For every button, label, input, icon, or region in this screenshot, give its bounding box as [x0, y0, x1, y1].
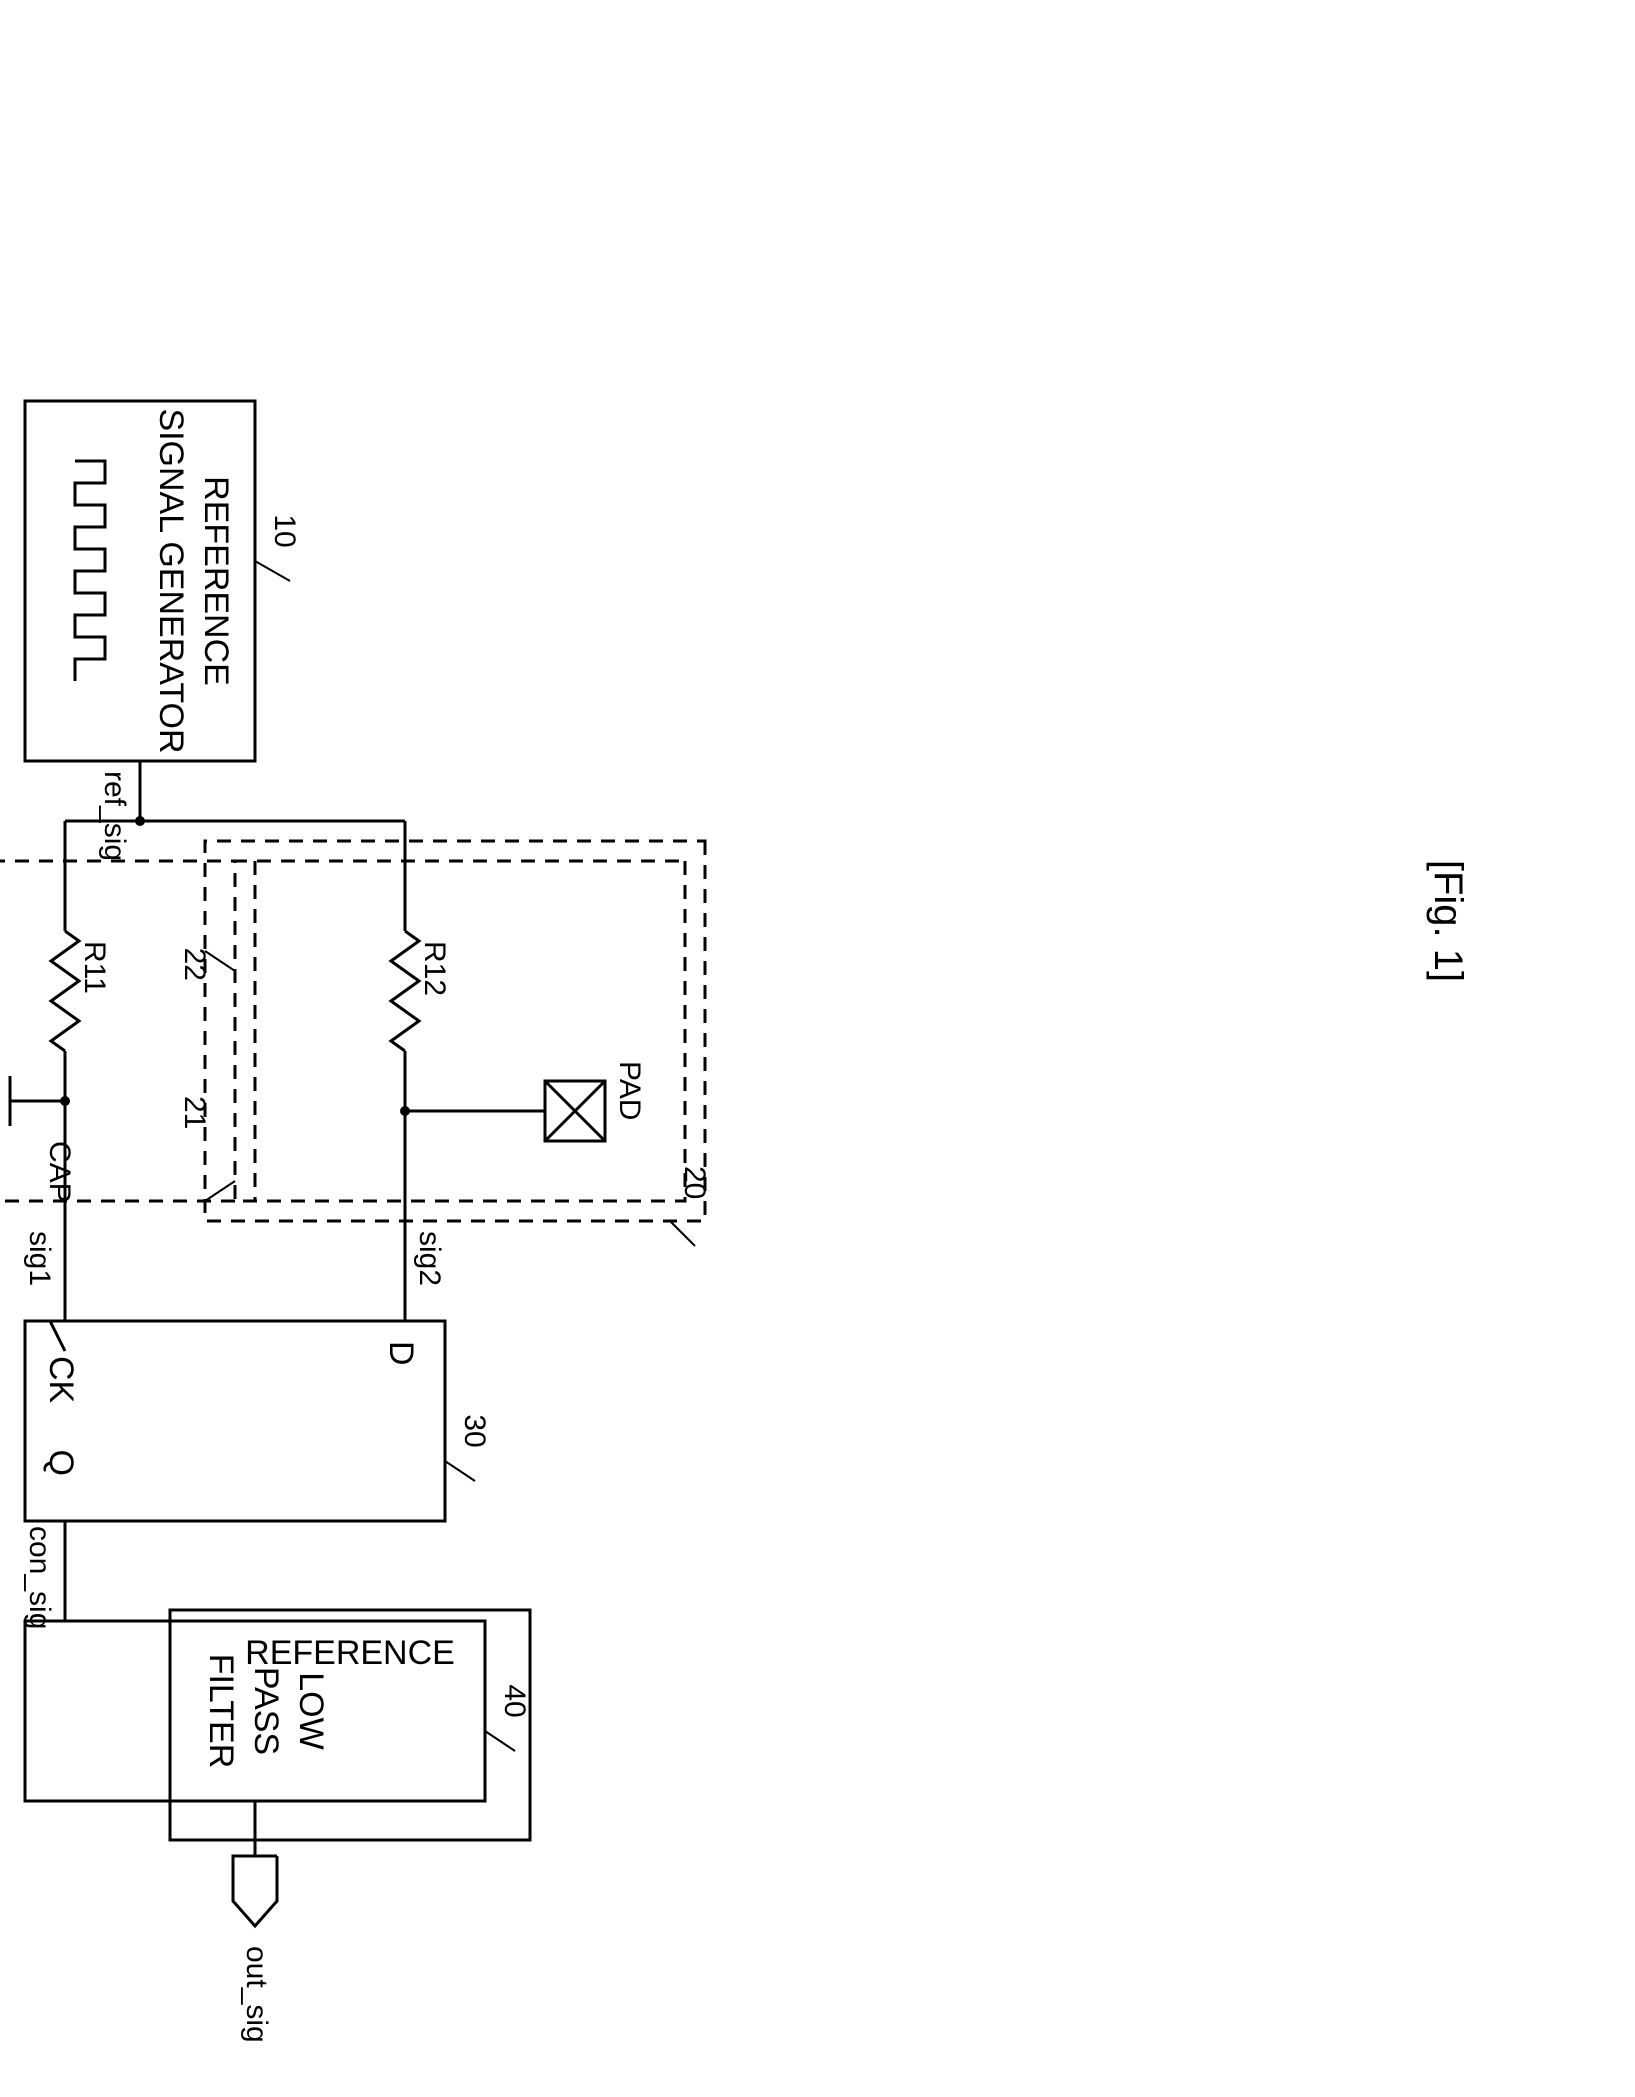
- diagram-root: [Fig. 1]REFERENCESIGNAL GENERATOR10ref_s…: [0, 401, 1470, 2043]
- group-22-box: [235, 861, 685, 1201]
- label-sig2: sig2: [413, 1231, 446, 1286]
- refgen-line1: REFERENCE: [197, 476, 235, 686]
- label-sig1: sig1: [23, 1231, 56, 1286]
- group-21-box: [0, 861, 255, 1201]
- resistor-r11-label: R11: [78, 941, 111, 994]
- group-20-box: [205, 841, 705, 1221]
- delay-group: 202221: [0, 841, 711, 1246]
- refgen-id: 10: [268, 514, 301, 547]
- lpf-line3: FILTER: [202, 1654, 240, 1769]
- lpf-line1: LOW: [292, 1672, 330, 1749]
- square-wave-icon: [75, 461, 105, 681]
- label-ref-sig: ref_sig: [98, 771, 131, 861]
- resistor-r11: [51, 931, 79, 1051]
- label-con-sig: con_sig: [23, 1526, 56, 1629]
- lower-rc: R11 CAP: [0, 931, 111, 1203]
- reference-signal-generator: REFERENCESIGNAL GENERATOR 10: [25, 401, 301, 761]
- clock-triangle-icon: [50, 1321, 80, 1351]
- output-port-icon: [233, 1856, 277, 1926]
- resistor-r12: [391, 931, 419, 1051]
- resistor-r12-label: R12: [418, 941, 451, 996]
- refgen-line1: REFERENCE: [245, 1634, 455, 1672]
- label-out-sig: out_sig: [240, 1946, 273, 2043]
- d-flipflop: D CK Q 30: [25, 1321, 491, 1521]
- upper-rc: R12 PAD: [391, 931, 646, 1201]
- refgen-line2: SIGNAL GENERATOR: [152, 408, 190, 753]
- lpf-id: 40: [498, 1684, 531, 1717]
- dff-ck: CK: [42, 1356, 80, 1404]
- lpf-line2: PASS: [247, 1667, 285, 1755]
- cap-label: CAP: [43, 1141, 76, 1203]
- figure-label: [Fig. 1]: [1426, 860, 1470, 982]
- pad-label: PAD: [613, 1061, 646, 1120]
- dff-d: D: [382, 1341, 420, 1366]
- dff-id: 30: [458, 1414, 491, 1447]
- group-20-id: 20: [678, 1166, 711, 1199]
- dff-q: Q: [42, 1450, 80, 1476]
- group-21-id: 21: [178, 1096, 211, 1129]
